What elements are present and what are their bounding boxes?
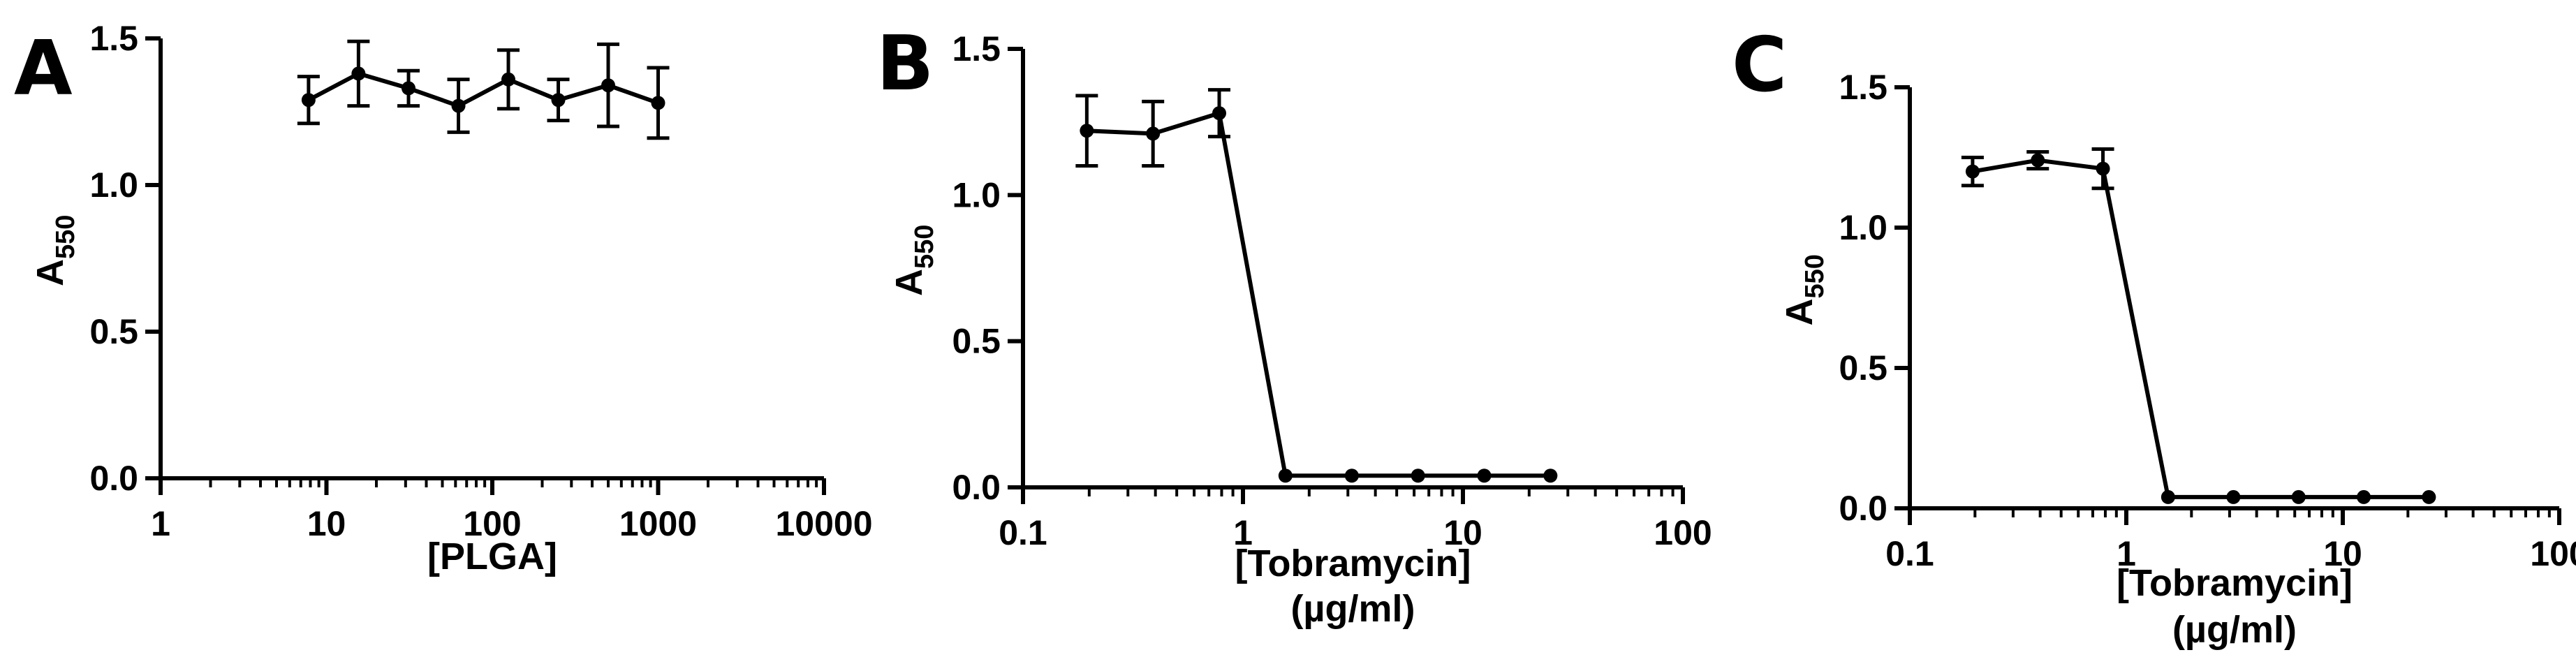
panel-letter: C bbox=[1732, 22, 1787, 109]
chart-panel-c: C 0.0 0.5 1.0 1.5 0.1 1 10 100 [Tobramycin] (µg/ml… bbox=[1732, 22, 2576, 651]
x-axis-label: [Tobramycin] bbox=[1235, 543, 1471, 584]
y-axis-label: A550 bbox=[29, 215, 80, 286]
x-tick-label: 1 bbox=[2117, 534, 2136, 573]
data-point bbox=[1146, 126, 1161, 141]
chart-panel-b: B 0.0 0.5 1.0 1.5 0.1 1 10 100 [Tobramycin](µg/ml… bbox=[876, 20, 1712, 630]
data-point bbox=[2226, 489, 2241, 504]
data-point bbox=[351, 66, 366, 81]
y-tick-label: 0.0 bbox=[952, 468, 1001, 507]
series-line bbox=[1087, 110, 1551, 478]
data-point bbox=[2096, 161, 2110, 176]
data-point bbox=[601, 78, 616, 93]
x-tick-label: 10 bbox=[2323, 534, 2362, 573]
x-tick-label: 10 bbox=[307, 504, 346, 543]
data-point bbox=[551, 93, 566, 108]
series-line bbox=[1972, 158, 2429, 499]
x-axis-unit: (µg/ml) bbox=[2172, 609, 2297, 651]
y-tick-label: 0.5 bbox=[89, 312, 138, 351]
y-tick-label: 1.0 bbox=[1839, 208, 1887, 247]
x-tick-label: 1000 bbox=[619, 504, 697, 543]
x-axis-unit: (µg/ml) bbox=[1290, 588, 1415, 630]
x-tick-label: 0.1 bbox=[1885, 534, 1934, 573]
y-tick-label: 0.5 bbox=[952, 322, 1001, 361]
y-tick-label: 0.5 bbox=[1839, 348, 1887, 388]
y-axis-label: A550 bbox=[1779, 254, 1830, 325]
x-tick-label: 0.1 bbox=[999, 513, 1047, 552]
data-point bbox=[2357, 489, 2371, 504]
data-point bbox=[1080, 124, 1094, 138]
data-point bbox=[1411, 469, 1425, 483]
x-tick-label: 1 bbox=[1233, 513, 1253, 552]
y-axis-label-subscript: 550 bbox=[51, 215, 80, 259]
y-axis-label: A550 bbox=[888, 225, 939, 296]
data-point bbox=[2031, 153, 2045, 168]
x-axis-label: [Tobramycin] bbox=[2117, 562, 2353, 604]
y-axis-label-main: A bbox=[1779, 299, 1820, 326]
data-point bbox=[1543, 469, 1558, 483]
y-axis-label-subscript: 550 bbox=[1800, 254, 1830, 298]
data-point bbox=[1344, 469, 1359, 483]
y-tick-label: 1.5 bbox=[1839, 68, 1887, 107]
data-point bbox=[1477, 469, 1492, 483]
chart-panel-a: A0.00.51.01.51 10 100 1000 10000[PLGA]A550 bbox=[14, 19, 873, 577]
x-tick-label: 100 bbox=[2530, 534, 2576, 573]
data-point bbox=[2161, 489, 2175, 504]
y-axis-label-main: A bbox=[29, 259, 71, 286]
x-tick-label: 100 bbox=[463, 504, 521, 543]
x-tick-label: 1 bbox=[151, 504, 170, 543]
data-point bbox=[2291, 489, 2306, 504]
x-tick-label: 10000 bbox=[775, 504, 872, 543]
panel-letter: A bbox=[14, 25, 73, 112]
x-axis-label: [PLGA] bbox=[427, 536, 557, 577]
y-tick-label: 1.5 bbox=[89, 19, 138, 58]
data-point bbox=[1965, 164, 1980, 179]
y-tick-label: 1.5 bbox=[952, 29, 1001, 68]
y-tick-label: 0.0 bbox=[1839, 489, 1887, 528]
y-tick-label: 1.0 bbox=[952, 175, 1001, 214]
data-point bbox=[501, 72, 516, 87]
x-tick-label: 10 bbox=[1443, 513, 1482, 552]
y-axis-label-main: A bbox=[888, 269, 930, 296]
y-axis-label-subscript: 550 bbox=[910, 225, 939, 269]
data-point bbox=[301, 93, 316, 108]
data-point bbox=[1212, 106, 1227, 121]
x-tick-label: 100 bbox=[1654, 513, 1712, 552]
panel-letter: B bbox=[876, 20, 934, 108]
data-point bbox=[402, 81, 416, 96]
panels: A0.00.51.01.51 10 100 1000 10000[PLGA]A550B0… bbox=[14, 19, 2576, 651]
data-point bbox=[2422, 489, 2436, 504]
data-point bbox=[451, 98, 466, 113]
y-tick-label: 0.0 bbox=[89, 459, 138, 498]
data-point bbox=[651, 96, 665, 110]
y-tick-label: 1.0 bbox=[89, 165, 138, 205]
series-line bbox=[307, 71, 659, 108]
data-point bbox=[1278, 469, 1293, 483]
